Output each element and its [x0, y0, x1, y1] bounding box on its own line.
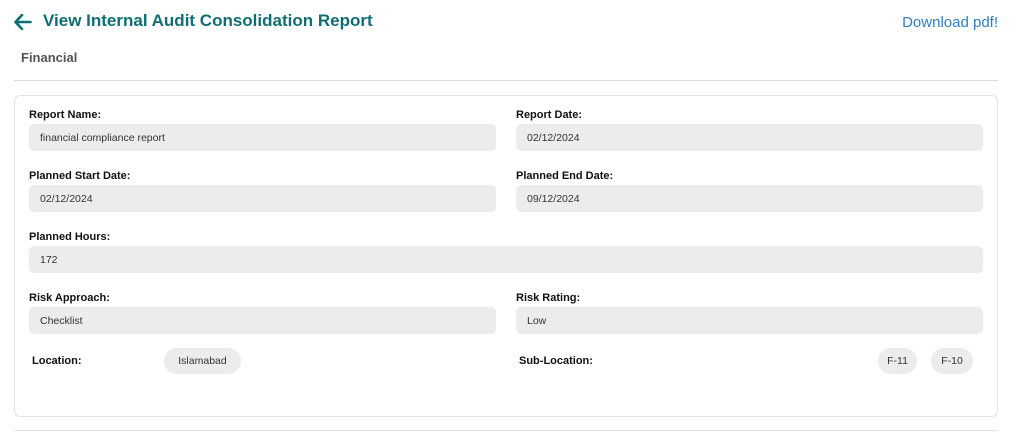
section-title: Financial — [21, 50, 78, 65]
risk-approach-label: Risk Approach: — [29, 292, 110, 304]
report-date-label: Report Date: — [516, 109, 583, 121]
download-pdf-link[interactable]: Download pdf! — [902, 14, 998, 31]
planned-hours-field: 172 — [29, 246, 983, 273]
planned-start-date-field: 02/12/2024 — [29, 185, 496, 212]
report-name-label: Report Name: — [29, 109, 102, 121]
report-date-field: 02/12/2024 — [516, 124, 983, 151]
section-divider — [14, 80, 998, 81]
page-header: View Internal Audit Consolidation Report… — [0, 0, 1024, 44]
report-name-field: financial compliance report — [29, 124, 496, 151]
location-chip: Islamabad — [164, 348, 241, 374]
sub-location-chip: F-10 — [931, 348, 973, 374]
bottom-divider — [14, 430, 998, 431]
planned-start-date-label: Planned Start Date: — [29, 170, 131, 182]
back-button[interactable] — [12, 12, 34, 32]
risk-rating-field: Low — [516, 307, 983, 334]
sub-location-label: Sub-Location: — [519, 355, 593, 367]
location-label: Location: — [32, 355, 82, 367]
risk-approach-field: Checklist — [29, 307, 496, 334]
report-details-card: Report Name: financial compliance report… — [14, 95, 998, 417]
planned-hours-label: Planned Hours: — [29, 231, 111, 243]
arrow-left-icon — [14, 14, 32, 30]
planned-end-date-label: Planned End Date: — [516, 170, 614, 182]
planned-end-date-field: 09/12/2024 — [516, 185, 983, 212]
risk-rating-label: Risk Rating: — [516, 292, 581, 304]
sub-location-chip: F-11 — [878, 348, 917, 374]
page-title: View Internal Audit Consolidation Report — [43, 11, 373, 30]
